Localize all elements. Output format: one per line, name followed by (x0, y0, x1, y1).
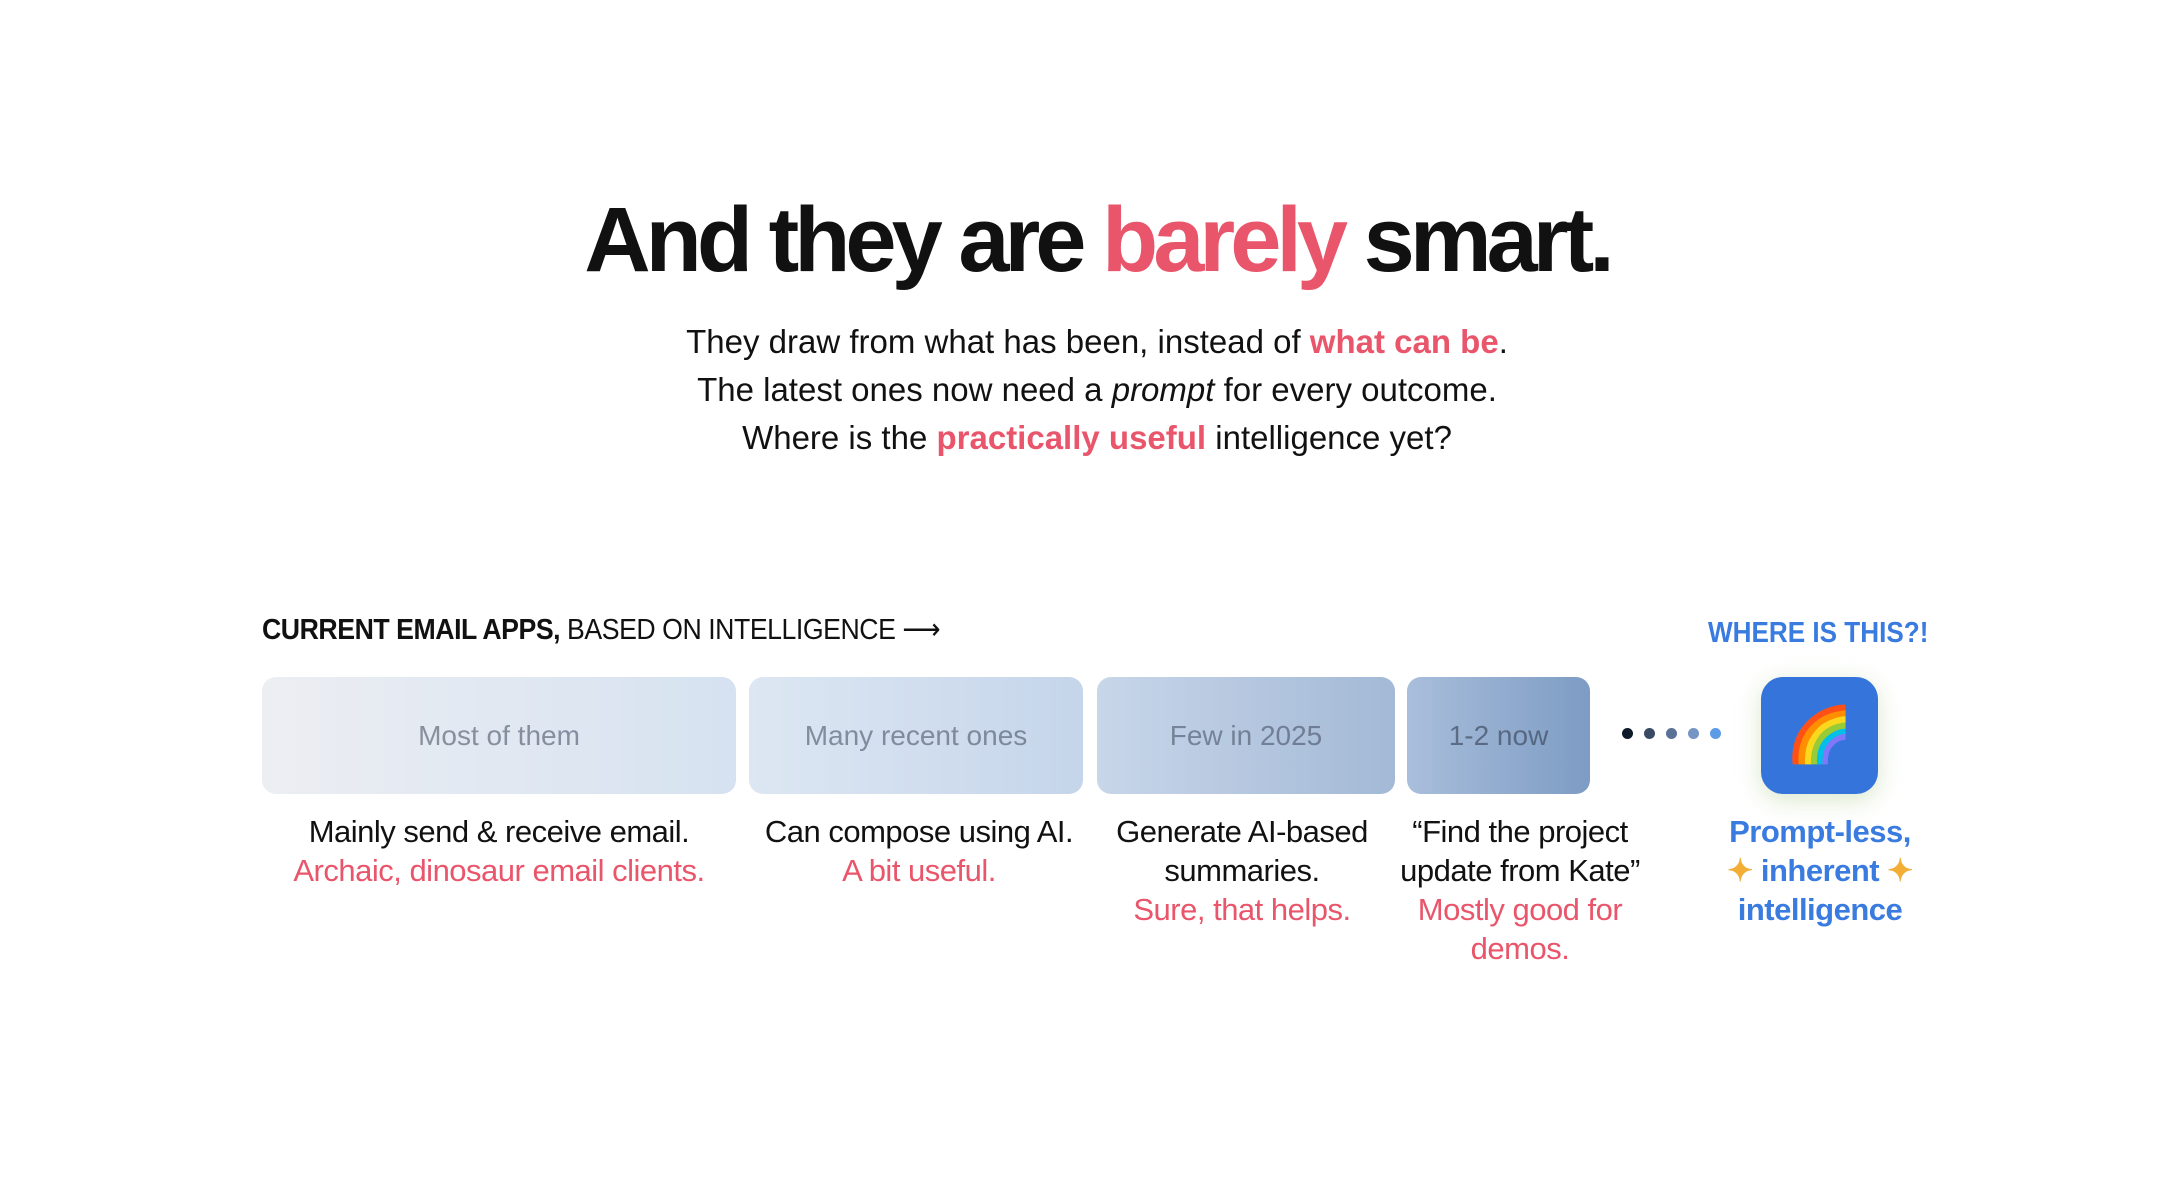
tier-description: “Find the project update from Kate” Mostl… (1380, 812, 1660, 968)
line: inherent (1760, 853, 1880, 888)
tier-label: Few in 2025 (1169, 719, 1323, 751)
tier-label: 1-2 now (1448, 719, 1549, 751)
label-bold: CURRENT EMAIL APPS, (262, 614, 561, 646)
verdict: Mostly good for demos. (1417, 892, 1623, 966)
label-rest: BASED ON INTELLIGENCE (560, 614, 896, 646)
text: Where is the (742, 419, 937, 456)
subtitle-line-3: Where is the practically useful intellig… (0, 414, 2166, 462)
description: Can compose using AI. (764, 814, 1074, 849)
title-highlight: barely (1102, 189, 1348, 291)
tier-box-most: Most of them (262, 677, 736, 794)
sparkle-icon: ✦ (1887, 853, 1913, 888)
dot (1666, 728, 1677, 739)
tier-description: Mainly send & receive email. Archaic, din… (262, 812, 736, 890)
tier-description: Can compose using AI. A bit useful. (749, 812, 1089, 890)
verdict: Sure, that helps. (1133, 892, 1351, 927)
dot (1644, 728, 1655, 739)
arrow-right-icon: ⟶ (902, 614, 941, 646)
verdict: A bit useful. (842, 853, 996, 888)
text: They draw from what has been, instead of (686, 323, 1310, 360)
italic-text: prompt (1111, 371, 1215, 408)
verdict: Archaic, dinosaur email clients. (293, 853, 705, 888)
subtitle-line-2: The latest ones now need a prompt for ev… (0, 366, 2166, 414)
subtitle-line-1: They draw from what has been, instead of… (0, 318, 2166, 366)
dot (1710, 728, 1721, 739)
rainbow-icon: 🌈 (1785, 705, 1854, 765)
description: Generate AI-based summaries. (1116, 814, 1368, 888)
tier-box-now: 1-2 now (1407, 677, 1590, 794)
text: for every outcome. (1214, 371, 1497, 408)
line: intelligence (1737, 892, 1903, 927)
highlight: what can be (1309, 323, 1499, 360)
tier-label: Most of them (418, 719, 580, 751)
tier-label: Many recent ones (804, 719, 1028, 751)
tier-box-few: Few in 2025 (1097, 677, 1395, 794)
line: Prompt-less, (1729, 814, 1911, 849)
page-title: And they are barely smart. (0, 185, 2166, 295)
text: . (1498, 323, 1508, 360)
description: “Find the project update from Kate” (1400, 814, 1640, 888)
ideal-description: Prompt-less, ✦ inherent ✦ intelligence (1700, 812, 1940, 929)
ellipsis-dots (1622, 728, 1721, 739)
tier-description: Generate AI-based summaries. Sure, that h… (1097, 812, 1387, 929)
dot (1622, 728, 1633, 739)
tier-box-many: Many recent ones (749, 677, 1083, 794)
dot (1688, 728, 1699, 739)
section-label: CURRENT EMAIL APPS, BASED ON INTELLIGENC… (262, 612, 941, 647)
text: intelligence yet? (1206, 419, 1452, 456)
description: Mainly send & receive email. (308, 814, 690, 849)
highlight: practically useful (936, 419, 1207, 456)
sparkle-icon: ✦ (1727, 853, 1753, 888)
title-text: And they are (584, 189, 1103, 291)
title-text-end: smart. (1343, 189, 1615, 291)
ideal-app-icon: 🌈 (1761, 677, 1878, 794)
text: The latest ones now need a (697, 371, 1112, 408)
where-label: WHERE IS THIS?! (1708, 617, 1929, 649)
